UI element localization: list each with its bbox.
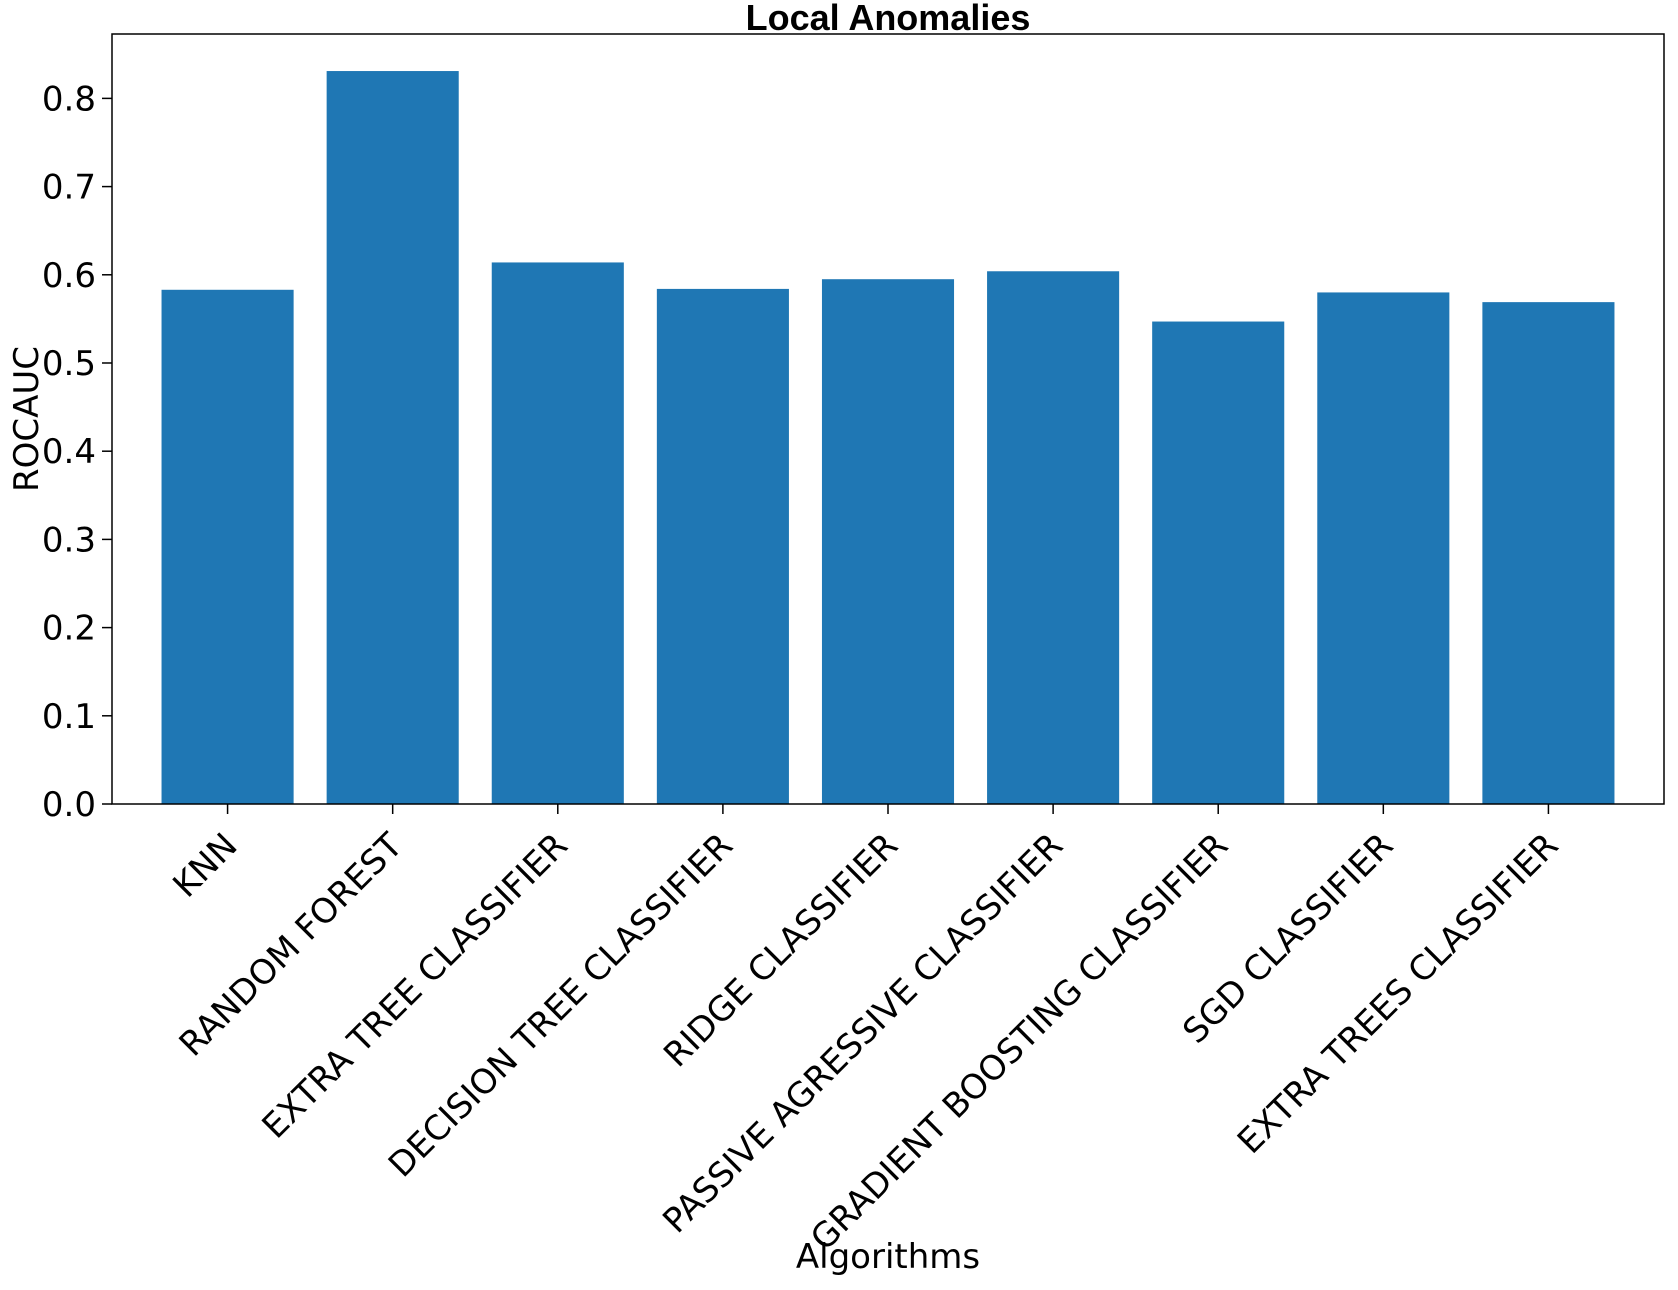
y-tick-label-7: 0.7 <box>42 168 96 208</box>
y-tick-label-3: 0.3 <box>42 520 96 560</box>
y-tick-label-8: 0.8 <box>42 79 96 119</box>
y-axis-ticks: 0.0 0.1 0.2 0.3 0.4 0.5 0.6 0.7 0.8 <box>42 79 112 825</box>
y-tick-label-6: 0.6 <box>42 256 96 296</box>
bar-2 <box>491 262 624 804</box>
bar-4 <box>821 279 955 805</box>
bar-0 <box>161 289 294 804</box>
y-tick-label-5: 0.5 <box>42 344 96 384</box>
y-tick-label-2: 0.2 <box>42 609 96 649</box>
bar-6 <box>1152 321 1285 804</box>
bars-group <box>161 71 1615 805</box>
x-tick-label-2: EXTRA TREE CLASSIFIER <box>255 826 576 1147</box>
bar-1 <box>326 71 459 804</box>
bar-7 <box>1317 292 1450 804</box>
x-tick-label-3: DECISION TREE CLASSIFIER <box>381 826 741 1186</box>
x-tick-label-0: KNN <box>165 826 245 906</box>
bar-8 <box>1482 302 1615 804</box>
chart-title: Local Anomalies <box>746 0 1031 38</box>
x-tick-label-8: EXTRA TREES CLASSIFIER <box>1230 826 1566 1162</box>
x-axis-label: Algorithms <box>796 1237 980 1277</box>
plot-frame <box>111 33 1665 805</box>
bar-5 <box>987 271 1120 804</box>
bar-3 <box>656 288 789 804</box>
y-tick-label-0: 0.0 <box>42 785 96 825</box>
y-axis-label: ROCAUC <box>7 346 47 492</box>
y-tick-label-1: 0.1 <box>42 697 96 737</box>
y-tick-label-4: 0.4 <box>42 432 96 472</box>
